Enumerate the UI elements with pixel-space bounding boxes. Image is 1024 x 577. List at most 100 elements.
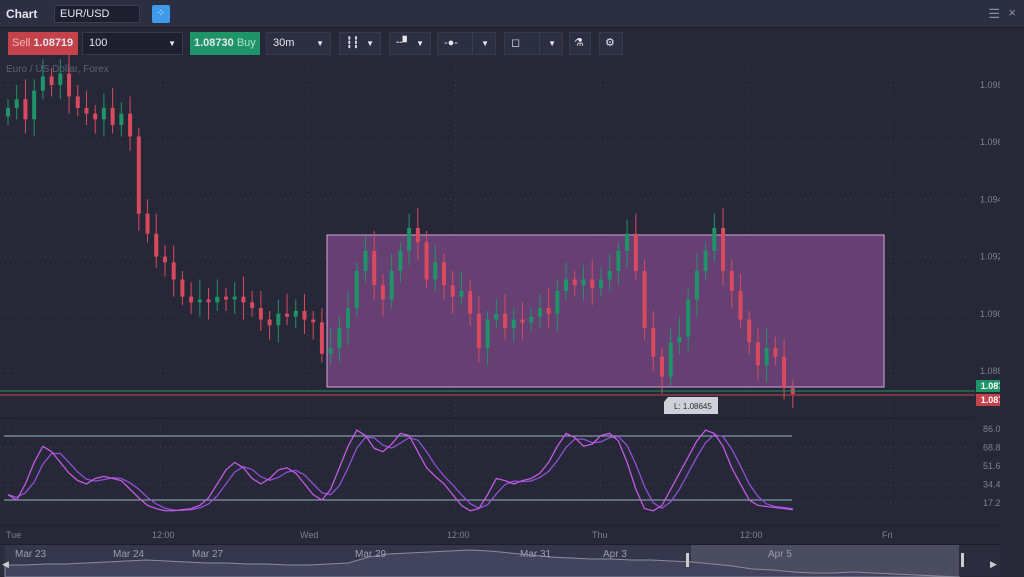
candle [337, 316, 342, 363]
chevron-down-icon: ▼ [416, 39, 424, 48]
candle [398, 242, 403, 283]
candle [67, 53, 72, 114]
candle [721, 207, 726, 286]
osc-tick: 34.422 [983, 480, 1000, 490]
navigator-date-label: Mar 23 [15, 549, 47, 560]
sell-price: 1.08719 [33, 37, 74, 49]
hamburger-icon[interactable]: ☰ [988, 6, 1000, 21]
candle [328, 328, 333, 366]
symbol-input[interactable]: EUR/USD [54, 5, 140, 23]
candle [49, 67, 54, 97]
chevron-down-icon: ▼ [316, 39, 324, 48]
price-tick: 1.08800 [980, 366, 1000, 376]
sell-button[interactable]: Sell 1.08719 [8, 32, 78, 55]
low-label-box [664, 397, 718, 414]
sell-label: Sell [12, 37, 31, 49]
candle [537, 293, 542, 329]
settings-button[interactable]: ⚙ [599, 32, 623, 55]
window-title: Chart [6, 7, 38, 21]
navigator-date-label: Mar 27 [192, 549, 224, 560]
candle [616, 242, 621, 286]
time-label: Wed [300, 530, 318, 540]
navigator-right-handle[interactable] [961, 553, 964, 567]
candle [285, 293, 290, 326]
candle [476, 296, 481, 363]
candle [232, 282, 237, 314]
candlestick-icon: ┇┇ [346, 37, 360, 49]
line-style-icon: -●- [444, 37, 458, 49]
candle [258, 290, 263, 331]
candle [128, 96, 133, 151]
candle [293, 299, 298, 329]
candle [572, 270, 577, 297]
price-tick: 1.09600 [980, 137, 1000, 147]
navigator[interactable]: Mar 23 Mar 24 Mar 27 Mar 29 Mar 31 Apr 3 Apr 5… [0, 544, 1000, 577]
price-tick: 1.09400 [980, 194, 1000, 204]
time-label: Thu [592, 530, 608, 540]
osc-tick: 17.211 [983, 498, 1000, 508]
line-style-button[interactable]: -●- ▼ [437, 32, 496, 55]
candle [468, 279, 473, 326]
link-icon: ⁘ [156, 8, 166, 19]
instrument-label: Euro / US Dollar, Forex [6, 64, 109, 75]
flask-icon: ⚗ [574, 37, 584, 49]
candle [145, 199, 150, 243]
candle [180, 270, 185, 306]
rectangle-icon: ◻ [511, 37, 521, 49]
candle [424, 230, 429, 289]
chevron-down-icon: ▼ [481, 39, 489, 48]
candle [694, 253, 699, 317]
candle [119, 102, 124, 137]
candle [686, 288, 691, 351]
candle [485, 310, 490, 366]
timeframe-value: 30m [273, 37, 295, 49]
oscillator-signal-line [7, 434, 793, 512]
timeframe-select[interactable]: 30m ▼ [266, 32, 331, 55]
buy-button[interactable]: 1.08730 Buy [190, 32, 260, 55]
candle [58, 59, 63, 100]
studies-button[interactable]: ⚗ [569, 32, 591, 55]
time-label: 12:00 [740, 530, 763, 540]
osc-tick: 68.845 [983, 443, 1000, 453]
candle [380, 273, 385, 317]
candle [206, 288, 211, 320]
candle [224, 288, 228, 311]
candle [598, 268, 603, 297]
navigator-date-label: Apr 5 [768, 549, 792, 560]
scroll-left-icon[interactable]: ◀ [2, 559, 9, 569]
candle [677, 316, 682, 354]
time-label: Tue [6, 530, 21, 540]
candle [546, 288, 551, 329]
drawing-tool-icon: ╌▘ [396, 37, 412, 49]
ask-price-tag [976, 380, 1000, 392]
osc-tick: 86.056 [983, 424, 1000, 434]
navigator-left-handle[interactable] [686, 553, 689, 567]
quantity-select[interactable]: 100 ▼ [82, 32, 183, 55]
chart-type-button[interactable]: ┇┇ ▼ [339, 32, 381, 55]
candle [276, 299, 281, 343]
candle [302, 293, 307, 334]
candle [642, 259, 647, 340]
rectangle-tool-button[interactable]: ◻ ▼ [504, 32, 563, 55]
candle [747, 310, 752, 354]
candle [75, 85, 80, 117]
rectangle-drawing[interactable] [326, 234, 885, 388]
toolbar: Sell 1.08719 100 ▼ 1.08730 Buy 30m ▼ ┇┇ ▼ ╌… [0, 29, 1024, 61]
buy-label: Buy [236, 37, 256, 49]
scroll-right-icon[interactable]: ▶ [990, 559, 997, 569]
candle [625, 219, 630, 269]
candle [241, 276, 246, 320]
price-chart[interactable]: Euro / US Dollar, Forex 1.08730 1.08719 … [0, 0, 1000, 544]
candle [503, 293, 508, 340]
candle [197, 279, 202, 317]
time-label: Fri [882, 530, 893, 540]
osc-tick: 51.634 [983, 461, 1000, 471]
navigator-date-label: Mar 24 [113, 549, 145, 560]
candle [93, 105, 98, 134]
symbol-link-button[interactable]: ⁘ [152, 5, 170, 23]
indicator-button[interactable]: ╌▘ ▼ [389, 32, 431, 55]
close-icon[interactable]: × [1008, 5, 1016, 20]
candle [136, 127, 141, 231]
candle [651, 310, 656, 371]
candle [407, 213, 412, 266]
